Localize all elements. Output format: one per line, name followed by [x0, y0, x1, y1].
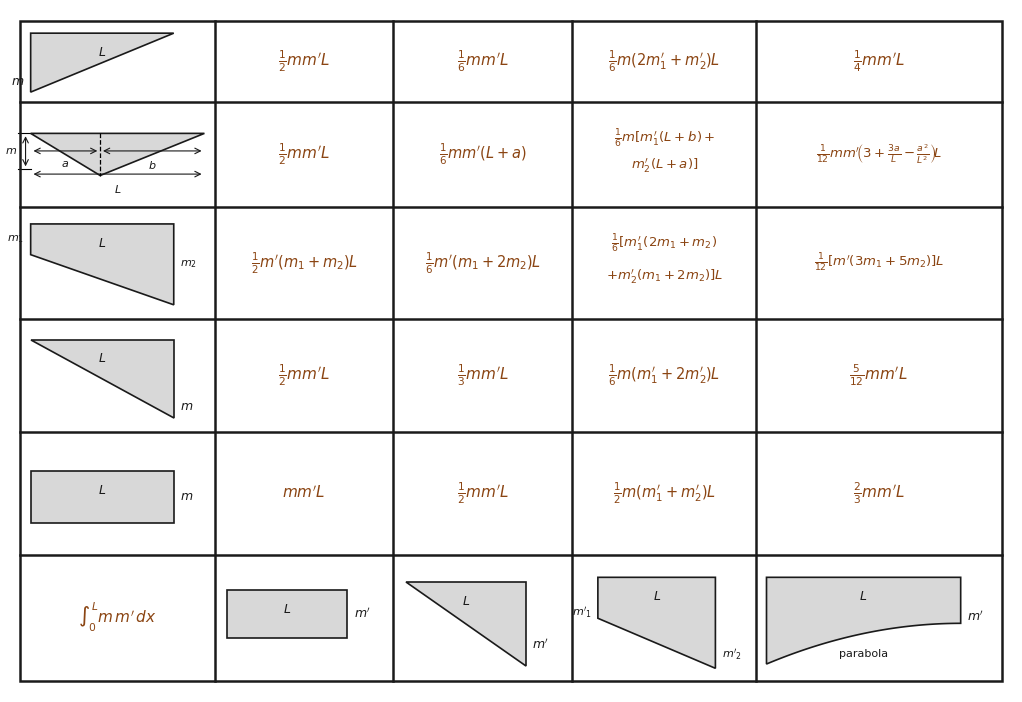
Text: $\frac{1}{6}mm'L$: $\frac{1}{6}mm'L$ [457, 48, 509, 74]
Text: $b$: $b$ [148, 159, 156, 171]
Polygon shape [598, 577, 715, 668]
Text: $\frac{1}{2}mm'L$: $\frac{1}{2}mm'L$ [278, 48, 330, 74]
Text: $\frac{1}{6}m[m_1'(L + b) +$: $\frac{1}{6}m[m_1'(L + b) +$ [613, 128, 715, 150]
Text: $m'$: $m'$ [354, 607, 371, 621]
Text: $L$: $L$ [98, 237, 106, 250]
Text: $\frac{1}{12}[m'(3m_1 + 5m_2)]L$: $\frac{1}{12}[m'(3m_1 + 5m_2)]L$ [814, 252, 944, 274]
Text: $m$: $m$ [11, 75, 25, 88]
Text: $L$: $L$ [98, 352, 106, 365]
Text: $L$: $L$ [283, 602, 291, 616]
Text: $\frac{1}{12}mm'\!\left(3 + \frac{3a}{L} - \frac{a^2}{L^2}\right)\!L$: $\frac{1}{12}mm'\!\left(3 + \frac{3a}{L}… [816, 143, 942, 166]
Text: $L$: $L$ [652, 590, 661, 603]
Text: $L$: $L$ [860, 590, 868, 603]
Text: $m_1$: $m_1$ [7, 233, 25, 245]
Text: $m_2$: $m_2$ [180, 258, 197, 270]
Text: $m_2'(L + a)]$: $m_2'(L + a)]$ [631, 156, 698, 174]
Text: $L$: $L$ [462, 595, 470, 608]
Text: $a$: $a$ [61, 159, 69, 169]
Text: $m'_1$: $m'_1$ [571, 604, 592, 620]
Polygon shape [406, 583, 526, 665]
Text: $mm'L$: $mm'L$ [282, 485, 326, 501]
Text: $L$: $L$ [98, 484, 106, 497]
Text: $\frac{1}{6}[m_1'(2m_1 + m_2)$: $\frac{1}{6}[m_1'(2m_1 + m_2)$ [611, 233, 717, 256]
Text: $m$: $m$ [180, 400, 193, 413]
Text: $\frac{1}{4}mm'L$: $\frac{1}{4}mm'L$ [853, 48, 904, 74]
Text: $\frac{1}{2}mm'L$: $\frac{1}{2}mm'L$ [278, 142, 330, 167]
Text: $\int_0^L m\,m^\prime\,dx$: $\int_0^L m\,m^\prime\,dx$ [78, 601, 157, 635]
Polygon shape [766, 577, 961, 664]
Text: $L$: $L$ [113, 183, 122, 194]
Text: $\frac{2}{3}mm'L$: $\frac{2}{3}mm'L$ [853, 480, 904, 506]
Text: $\frac{1}{2}mm'L$: $\frac{1}{2}mm'L$ [457, 480, 509, 506]
Bar [31, 471, 174, 522]
Text: $m'$: $m'$ [532, 637, 550, 652]
Text: $m'$: $m'$ [967, 610, 984, 624]
Text: $\frac{1}{2}m'(m_1 + m_2)L$: $\frac{1}{2}m'(m_1 + m_2)L$ [250, 251, 358, 276]
Text: $\frac{1}{6}m(m_1' + 2m_2')L$: $\frac{1}{6}m(m_1' + 2m_2')L$ [608, 363, 721, 388]
Text: $m$: $m$ [180, 490, 193, 503]
Text: parabola: parabola [839, 649, 888, 658]
Text: $\frac{1}{6}m(2m_1' + m_2')L$: $\frac{1}{6}m(2m_1' + m_2')L$ [608, 48, 721, 74]
Text: $+ m_2'(m_1 + 2m_2)]L$: $+ m_2'(m_1 + 2m_2)]L$ [606, 267, 723, 285]
Text: $m$: $m$ [5, 146, 17, 157]
Polygon shape [31, 224, 174, 305]
Text: $\frac{1}{2}mm'L$: $\frac{1}{2}mm'L$ [278, 363, 330, 388]
Text: $\frac{1}{3}mm'L$: $\frac{1}{3}mm'L$ [457, 363, 509, 388]
Polygon shape [31, 133, 204, 176]
Polygon shape [31, 33, 174, 92]
Text: $\frac{5}{12}mm'L$: $\frac{5}{12}mm'L$ [849, 363, 909, 388]
Text: $\frac{1}{6}m'(m_1 + 2m_2)L$: $\frac{1}{6}m'(m_1 + 2m_2)L$ [425, 251, 541, 276]
Text: $\frac{1}{6}mm'(L + a)$: $\frac{1}{6}mm'(L + a)$ [438, 142, 527, 167]
Text: $m'_2$: $m'_2$ [722, 647, 742, 662]
Polygon shape [31, 340, 174, 418]
Text: $L$: $L$ [98, 46, 106, 59]
Bar [227, 590, 347, 638]
Text: $\frac{1}{2}m(m_1' + m_2')L$: $\frac{1}{2}m(m_1' + m_2')L$ [613, 480, 715, 506]
